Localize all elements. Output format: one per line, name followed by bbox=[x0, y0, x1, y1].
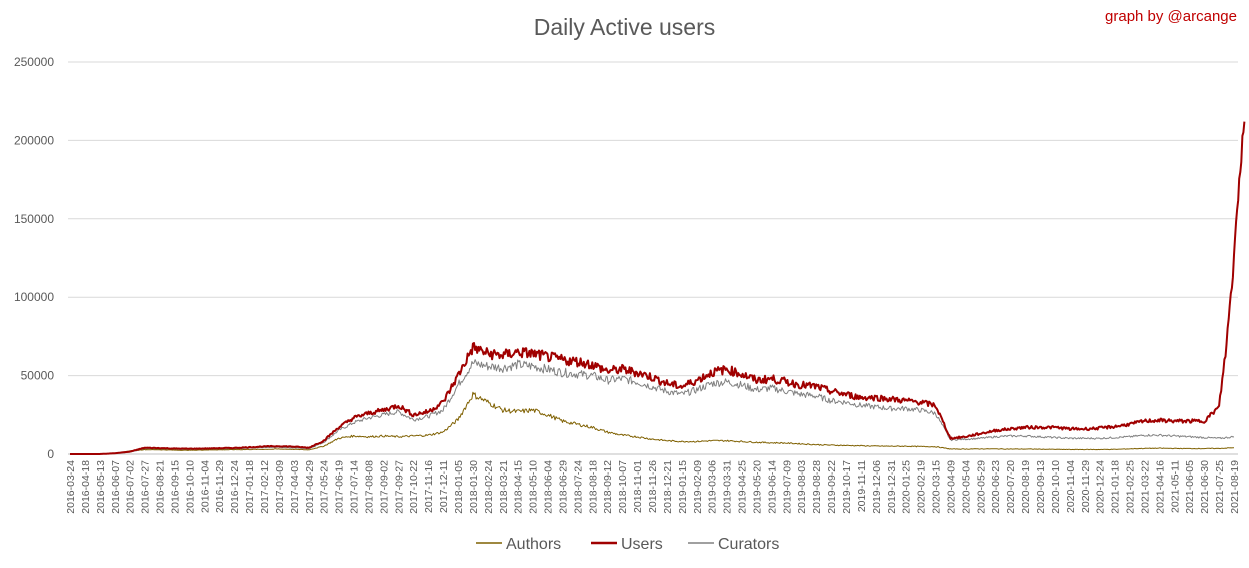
x-tick-label: 2018-11-26 bbox=[647, 460, 659, 513]
x-tick-label: 2016-09-15 bbox=[169, 460, 181, 514]
x-tick-label: 2016-03-24 bbox=[65, 460, 77, 514]
series-line-curators bbox=[70, 359, 1235, 455]
x-tick-label: 2017-04-03 bbox=[289, 460, 301, 514]
x-tick-label: 2018-01-05 bbox=[453, 460, 465, 514]
x-tick-label: 2018-08-18 bbox=[587, 460, 599, 514]
x-tick-label: 2016-10-10 bbox=[184, 460, 196, 514]
x-tick-label: 2018-06-04 bbox=[543, 460, 555, 514]
x-tick-label: 2018-01-30 bbox=[468, 460, 480, 514]
x-tick-label: 2018-05-10 bbox=[528, 460, 540, 514]
y-tick-label: 150000 bbox=[14, 212, 54, 226]
x-tick-label: 2018-11-01 bbox=[632, 460, 644, 513]
x-tick-label: 2019-04-25 bbox=[737, 460, 749, 514]
x-tick-label: 2018-09-12 bbox=[602, 460, 614, 514]
x-tick-label: 2020-09-13 bbox=[1035, 460, 1047, 514]
x-tick-label: 2016-04-18 bbox=[80, 460, 92, 514]
x-tick-label: 2021-05-11 bbox=[1169, 460, 1181, 513]
y-tick-label: 0 bbox=[47, 447, 54, 461]
x-tick-label: 2021-01-18 bbox=[1110, 460, 1122, 514]
x-tick-label: 2018-06-29 bbox=[557, 460, 569, 514]
x-tick-label: 2018-07-24 bbox=[572, 460, 584, 514]
x-tick-label: 2016-12-24 bbox=[229, 460, 241, 514]
x-tick-label: 2021-04-16 bbox=[1154, 460, 1166, 514]
x-tick-label: 2019-12-06 bbox=[871, 460, 883, 514]
x-tick-label: 2016-07-27 bbox=[140, 460, 152, 514]
x-tick-label: 2020-11-29 bbox=[1080, 460, 1092, 513]
legend-label-authors: Authors bbox=[506, 536, 561, 553]
x-tick-label: 2019-07-09 bbox=[781, 460, 793, 514]
x-tick-label: 2018-10-07 bbox=[617, 460, 629, 514]
series-lines bbox=[70, 121, 1246, 455]
y-tick-label: 250000 bbox=[14, 55, 54, 69]
x-tick-label: 2020-04-09 bbox=[945, 460, 957, 514]
x-tick-label: 2018-12-21 bbox=[662, 460, 674, 514]
x-tick-label: 2021-02-25 bbox=[1125, 460, 1137, 514]
x-tick-label: 2017-09-02 bbox=[378, 460, 390, 514]
x-tick-label: 2021-07-25 bbox=[1214, 460, 1226, 514]
y-tick-label: 100000 bbox=[14, 290, 54, 304]
y-tick-label: 200000 bbox=[14, 133, 54, 147]
x-tick-label: 2017-07-14 bbox=[349, 460, 361, 514]
x-tick-label: 2019-08-28 bbox=[811, 460, 823, 514]
x-tick-label: 2017-11-16 bbox=[423, 460, 435, 513]
x-tick-label: 2020-05-04 bbox=[960, 460, 972, 514]
y-axis-ticks: 0 50000 100000 150000 200000 250000 bbox=[14, 55, 54, 461]
legend-label-users: Users bbox=[621, 536, 663, 553]
x-tick-label: 2019-03-06 bbox=[707, 460, 719, 514]
x-tick-label: 2019-01-15 bbox=[677, 460, 689, 514]
x-tick-label: 2017-06-19 bbox=[334, 460, 346, 514]
x-tick-label: 2017-03-09 bbox=[274, 460, 286, 514]
x-tick-label: 2020-05-29 bbox=[975, 460, 987, 514]
legend-label-curators: Curators bbox=[718, 536, 779, 553]
x-axis-ticks: 2016-03-24 2016-04-18 2016-05-13 2016-06-07… bbox=[65, 460, 1241, 514]
x-tick-label: 2020-01-25 bbox=[901, 460, 913, 514]
x-tick-label: 2017-08-08 bbox=[363, 460, 375, 514]
x-tick-label: 2019-10-17 bbox=[841, 460, 853, 514]
x-tick-label: 2021-06-30 bbox=[1199, 460, 1211, 514]
x-tick-label: 2016-05-13 bbox=[95, 460, 107, 514]
x-tick-label: 2017-09-27 bbox=[393, 460, 405, 514]
x-tick-label: 2019-06-14 bbox=[766, 460, 778, 514]
x-tick-label: 2020-10-10 bbox=[1050, 460, 1062, 514]
x-tick-label: 2016-11-04 bbox=[199, 460, 211, 513]
x-tick-label: 2020-11-04 bbox=[1065, 460, 1077, 513]
x-tick-label: 2017-04-29 bbox=[304, 460, 316, 514]
x-tick-label: 2019-02-09 bbox=[692, 460, 704, 514]
series-line-users bbox=[70, 121, 1246, 455]
x-tick-label: 2021-08-19 bbox=[1229, 460, 1241, 514]
x-tick-label: 2019-03-31 bbox=[722, 460, 734, 514]
x-tick-label: 2016-11-29 bbox=[214, 460, 226, 513]
y-tick-label: 50000 bbox=[21, 369, 55, 383]
x-tick-label: 2018-02-24 bbox=[483, 460, 495, 514]
x-tick-label: 2017-01-18 bbox=[244, 460, 256, 514]
x-tick-label: 2019-08-03 bbox=[796, 460, 808, 514]
x-tick-label: 2020-02-19 bbox=[916, 460, 928, 514]
x-tick-label: 2016-06-07 bbox=[110, 460, 122, 514]
x-tick-label: 2019-11-11 bbox=[856, 460, 868, 512]
x-tick-label: 2020-06-23 bbox=[990, 460, 1002, 514]
x-tick-label: 2016-08-21 bbox=[155, 460, 167, 514]
x-tick-label: 2021-06-05 bbox=[1184, 460, 1196, 514]
x-tick-label: 2019-05-20 bbox=[751, 460, 763, 514]
x-tick-label: 2018-03-21 bbox=[498, 460, 510, 514]
gridlines bbox=[68, 61, 1238, 455]
x-tick-label: 2020-07-20 bbox=[1005, 460, 1017, 514]
chart-title: Daily Active users bbox=[533, 14, 716, 40]
x-tick-label: 2017-05-24 bbox=[319, 460, 331, 514]
x-tick-label: 2016-07-02 bbox=[125, 460, 137, 514]
x-tick-label: 2019-09-22 bbox=[826, 460, 838, 514]
x-tick-label: 2017-10-22 bbox=[408, 460, 420, 514]
chart-credit: graph by @arcange bbox=[1105, 8, 1237, 25]
x-tick-label: 2020-08-19 bbox=[1020, 460, 1032, 514]
series-line-authors bbox=[70, 391, 1234, 455]
legend: Authors Users Curators bbox=[476, 536, 779, 553]
x-tick-label: 2017-12-11 bbox=[438, 460, 450, 513]
x-tick-label: 2019-12-31 bbox=[886, 460, 898, 514]
x-tick-label: 2018-04-15 bbox=[513, 460, 525, 514]
x-tick-label: 2017-02-12 bbox=[259, 460, 271, 514]
x-tick-label: 2020-12-24 bbox=[1095, 460, 1107, 514]
x-tick-label: 2021-03-22 bbox=[1139, 460, 1151, 514]
x-tick-label: 2020-03-15 bbox=[931, 460, 943, 514]
